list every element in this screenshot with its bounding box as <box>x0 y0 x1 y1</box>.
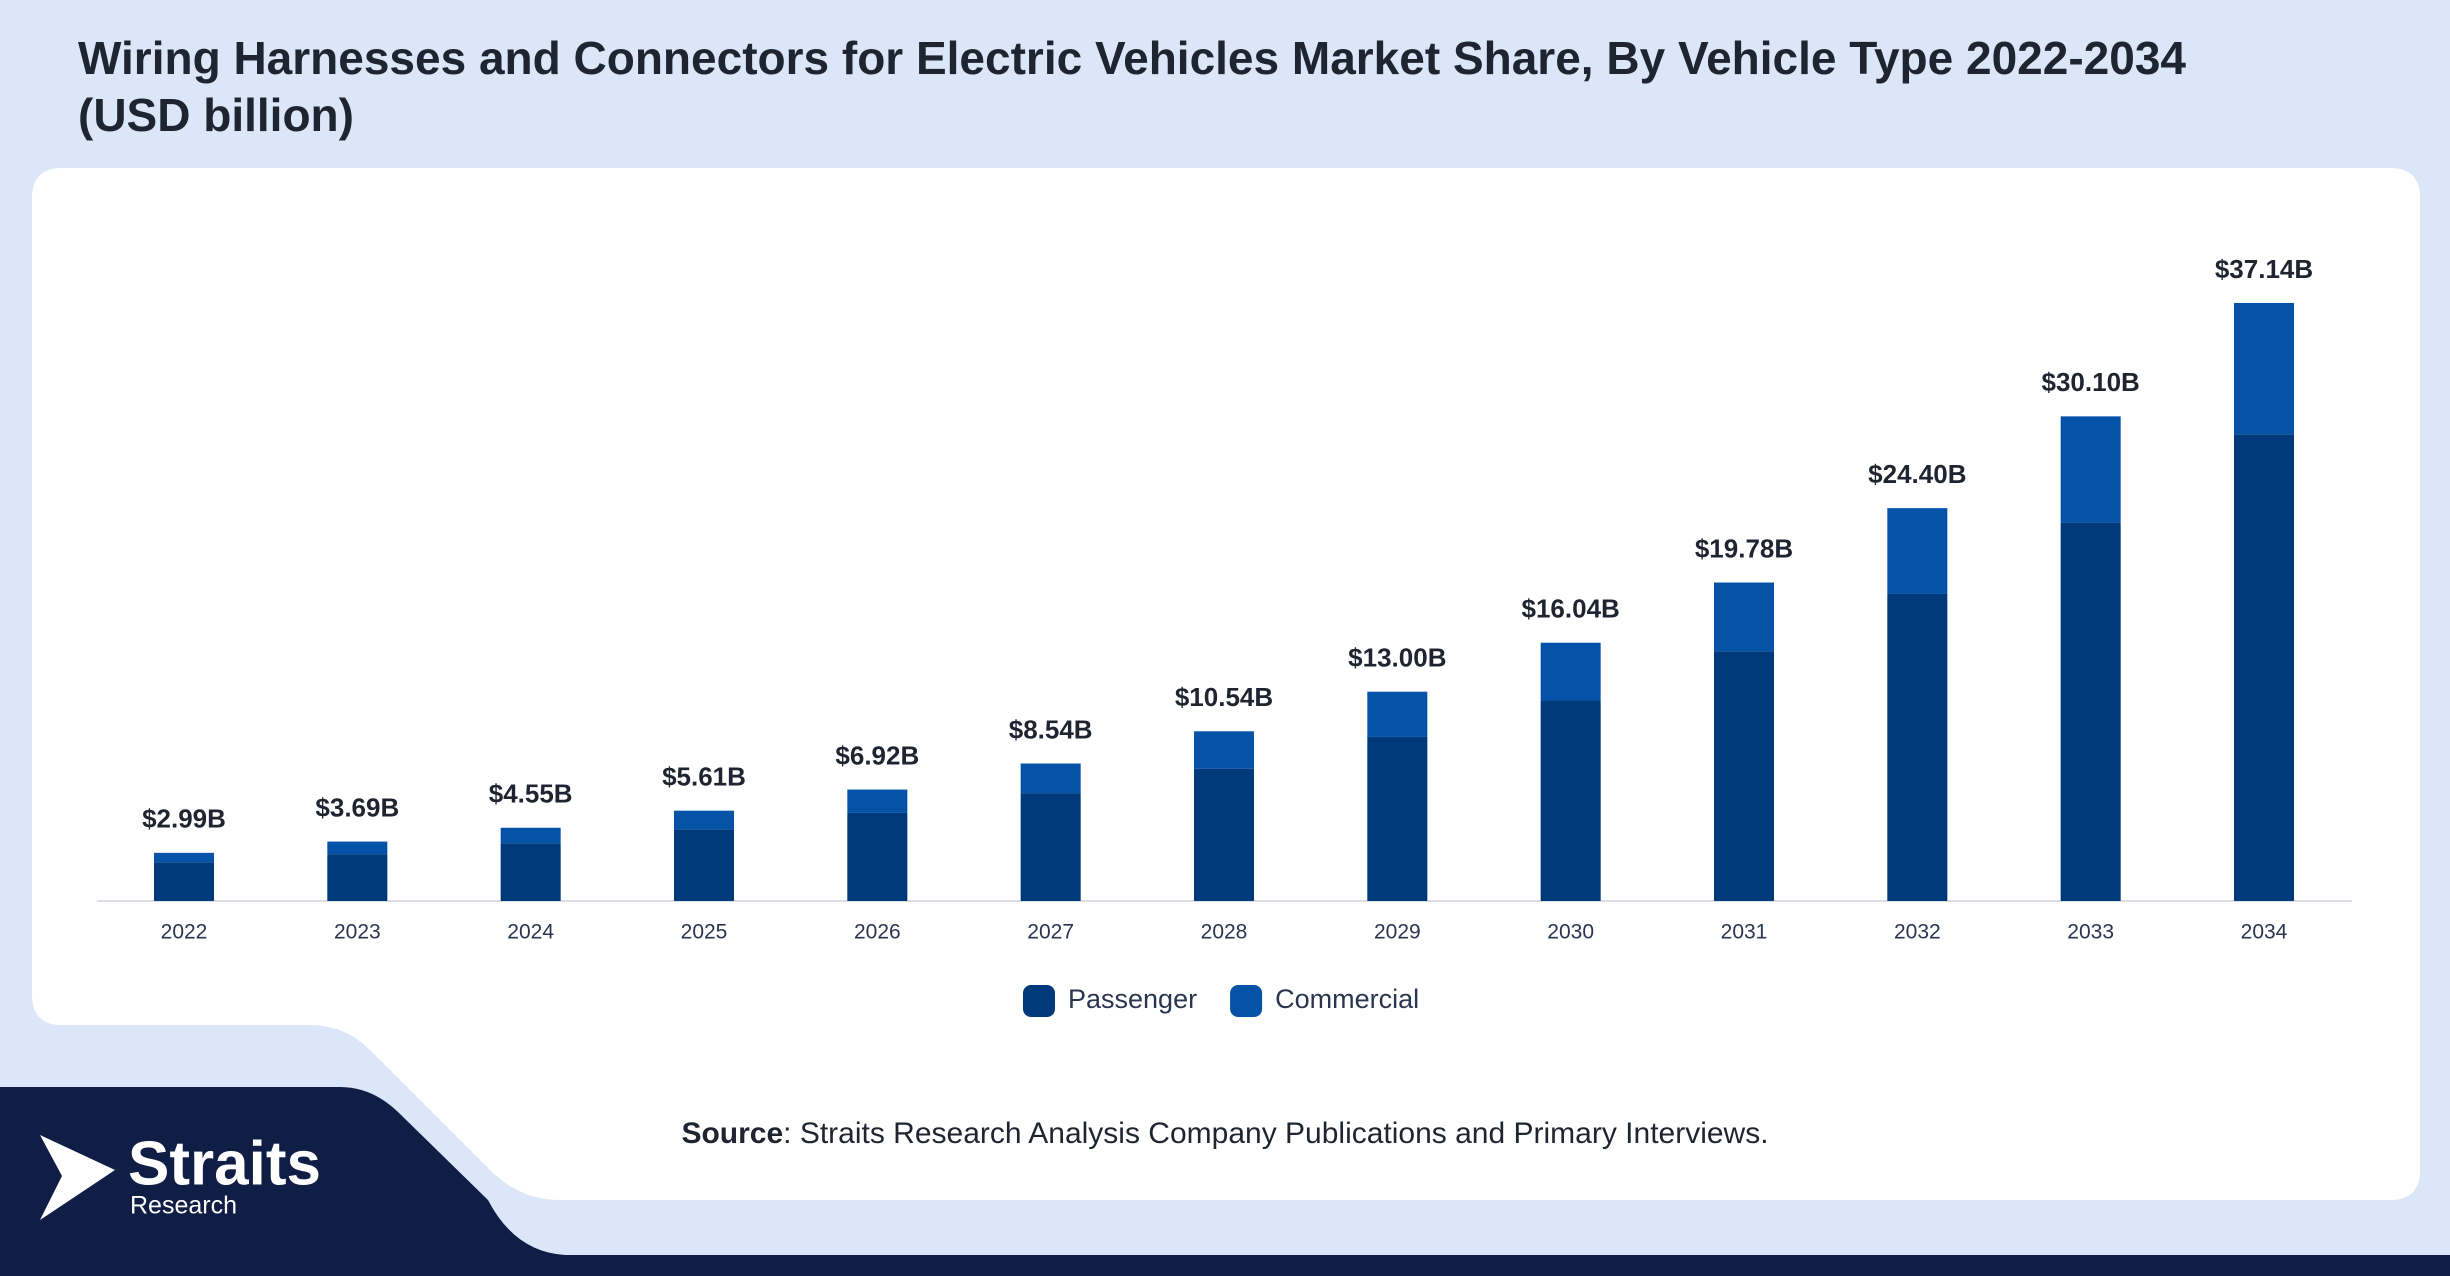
x-tick-label: 2026 <box>854 921 901 944</box>
total-label: $30.10B <box>2042 367 2140 397</box>
source: Source: Straits Research Analysis Compan… <box>681 1117 1768 1150</box>
bar-segment <box>2234 434 2294 901</box>
bar-segment <box>1887 508 1948 594</box>
bar-segment <box>1194 731 1254 769</box>
bar-segment <box>500 827 561 844</box>
bar-segment <box>2234 303 2294 435</box>
logo-name: Straits <box>128 1129 321 1198</box>
total-label: $37.14B <box>2215 254 2313 284</box>
total-label: $10.54B <box>1175 682 1273 712</box>
bar-segment <box>327 854 388 901</box>
bar-segment <box>674 829 734 901</box>
bar-segment <box>154 862 214 901</box>
x-tick-label: 2022 <box>161 921 208 944</box>
x-tick-label: 2029 <box>1374 921 1421 944</box>
bar-segment <box>2060 522 2121 901</box>
total-label: $5.61B <box>662 762 746 792</box>
bar-segment <box>1367 736 1428 901</box>
bar-segment <box>847 789 908 813</box>
bar-segment <box>327 841 388 855</box>
bar-segment <box>1714 651 1774 901</box>
bar-segment <box>847 812 908 901</box>
total-label: $13.00B <box>1348 643 1446 673</box>
chart-title: Wiring Harnesses and Connectors for Elec… <box>78 32 2186 84</box>
total-label: $6.92B <box>835 740 919 770</box>
total-label: $24.40B <box>1868 459 1966 489</box>
x-tick-label: 2023 <box>334 921 381 944</box>
x-tick-label: 2024 <box>507 921 554 944</box>
legend-swatch <box>1230 985 1263 1017</box>
x-tick-label: 2030 <box>1547 921 1594 944</box>
x-tick-label: 2034 <box>2241 921 2288 944</box>
x-tick-label: 2027 <box>1027 921 1074 944</box>
bar-segment <box>1020 763 1081 794</box>
source-label: Source <box>681 1117 783 1150</box>
total-label: $19.78B <box>1695 533 1793 563</box>
legend-label: Commercial <box>1275 984 1419 1014</box>
total-label: $8.54B <box>1009 714 1093 744</box>
card <box>32 168 2420 1200</box>
x-tick-label: 2028 <box>1201 921 1248 944</box>
x-tick-label: 2033 <box>2067 921 2114 944</box>
bar-segment <box>1887 593 1948 901</box>
total-label: $3.69B <box>315 792 399 822</box>
x-tick-label: 2032 <box>1894 921 1941 944</box>
bar-segment <box>674 810 734 830</box>
legend-label: Passenger <box>1068 984 1197 1014</box>
total-label: $16.04B <box>1522 594 1620 624</box>
source-text: : Straits Research Analysis Company Publ… <box>783 1117 1768 1150</box>
bar-segment <box>1367 691 1428 737</box>
x-tick-label: 2025 <box>681 921 728 944</box>
bar-segment <box>500 843 561 901</box>
bar-segment <box>1714 582 1774 652</box>
logo-sub: Research <box>130 1192 237 1220</box>
footer-band <box>0 1087 2450 1276</box>
legend-swatch <box>1023 985 1055 1017</box>
logo-icon <box>40 1135 115 1220</box>
chart-subtitle: (USD billion) <box>78 89 354 141</box>
bar-segment <box>1020 793 1081 901</box>
x-tick-label: 2031 <box>1721 921 1768 944</box>
bar-segment <box>2060 416 2121 523</box>
total-label: $2.99B <box>142 804 226 834</box>
total-label: $4.55B <box>489 779 573 809</box>
bar-segment <box>1194 768 1254 901</box>
bar-segment <box>154 852 214 863</box>
bar-segment <box>1540 642 1601 701</box>
bar-segment <box>1540 700 1601 901</box>
